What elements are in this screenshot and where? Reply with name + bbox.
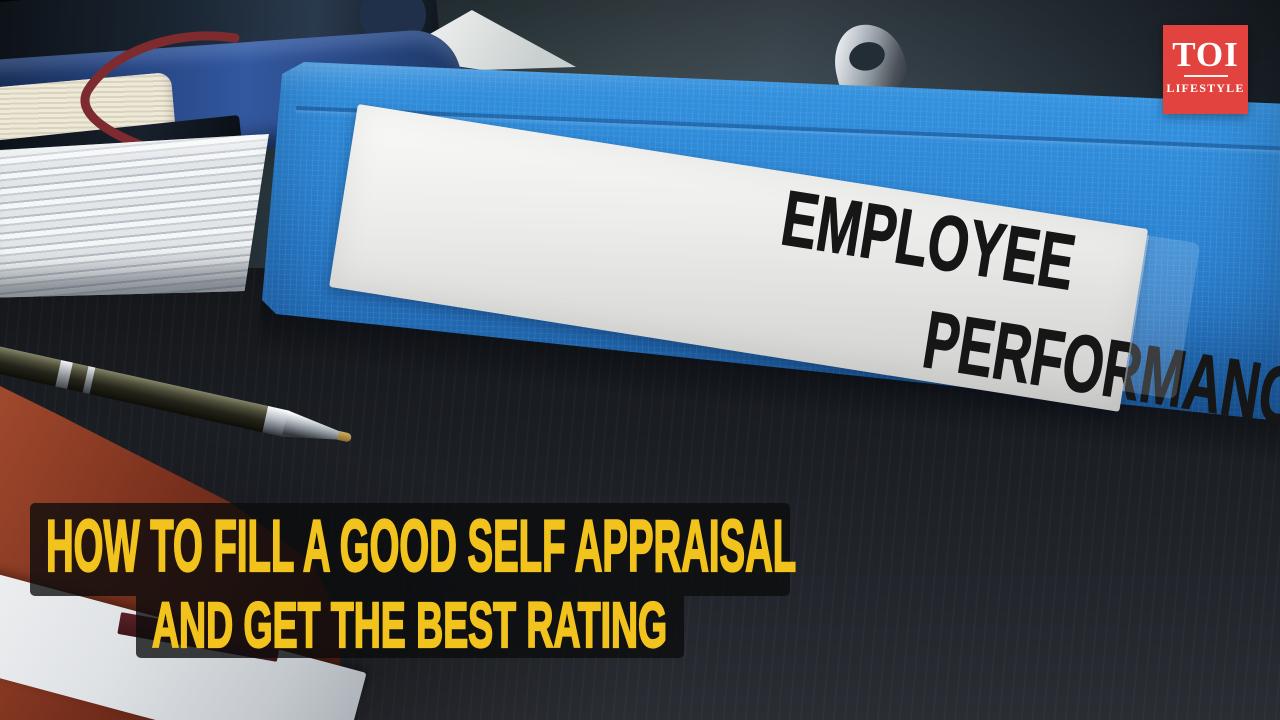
toi-lifestyle-badge: TOI LIFESTYLE (1163, 25, 1248, 114)
toi-logo-text: TOI (1172, 35, 1239, 74)
lifestyle-text: LIFESTYLE (1166, 81, 1245, 95)
red-elastic-cord (80, 31, 240, 162)
pen-tip (337, 430, 353, 443)
headline-band-1 (30, 503, 790, 596)
headline-band-2 (136, 596, 684, 658)
badge-divider (1183, 75, 1228, 77)
pen-cone (282, 410, 344, 449)
